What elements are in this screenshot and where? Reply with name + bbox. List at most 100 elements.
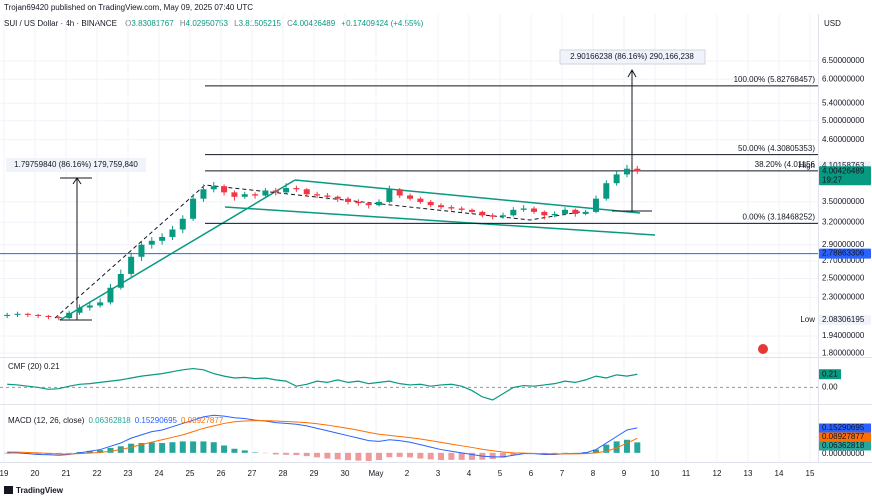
candle-body bbox=[438, 205, 445, 208]
candle-body bbox=[45, 315, 52, 318]
candle-body bbox=[66, 312, 73, 319]
candle-body bbox=[500, 215, 507, 217]
low-price-box bbox=[819, 314, 871, 325]
y-tick-label: 5.40000000 bbox=[822, 98, 865, 107]
candle-body bbox=[252, 194, 259, 196]
x-tick-label: 2 bbox=[405, 469, 410, 478]
channel-upper bbox=[294, 179, 641, 214]
candle-body bbox=[86, 305, 93, 308]
x-tick-label: 26 bbox=[217, 469, 226, 478]
ohlc-key: H bbox=[180, 19, 186, 28]
ohlc-key: C bbox=[287, 19, 293, 28]
ohlc-value: 3.83081767 bbox=[131, 19, 174, 28]
event-icon[interactable] bbox=[758, 344, 768, 354]
candle-body bbox=[35, 314, 42, 316]
trend-line bbox=[59, 179, 296, 321]
channel-lower bbox=[224, 206, 656, 236]
candle-body bbox=[613, 174, 620, 184]
candle-body bbox=[572, 209, 579, 214]
candle-body bbox=[24, 313, 31, 315]
y-tick-label: 5.00000000 bbox=[822, 116, 865, 125]
y-tick-label: 3.50000000 bbox=[822, 197, 865, 206]
candle-body bbox=[541, 211, 548, 216]
candle-body bbox=[510, 209, 517, 216]
footer: TradingView bbox=[16, 486, 64, 495]
x-tick-label: 28 bbox=[279, 469, 288, 478]
published: Trojan69420 published on TradingView.com… bbox=[4, 3, 253, 12]
cmf-line bbox=[7, 367, 638, 401]
x-tick-label: 14 bbox=[775, 469, 784, 478]
y-tick-label: 4.60000000 bbox=[822, 135, 865, 144]
macd-histogram-bar bbox=[128, 443, 135, 453]
y-tick-label: 2.50000000 bbox=[822, 274, 865, 283]
macd-legend-item: MACD (12, 26, close) bbox=[8, 416, 85, 425]
macd-histogram-bar bbox=[345, 452, 352, 461]
macd-histogram-bar bbox=[190, 441, 197, 453]
macd-legend-item: 0.15290695 bbox=[135, 416, 178, 425]
cmf-last-box bbox=[819, 369, 841, 380]
macd-histogram-bar bbox=[272, 452, 279, 455]
x-tick-label: 23 bbox=[124, 469, 133, 478]
ohlc-value: 4.02950753 bbox=[186, 19, 229, 28]
fib-label: 50.00% (4.30805353) bbox=[738, 144, 815, 153]
symbol: SUI / US Dollar · 4h · BINANCE bbox=[4, 19, 117, 28]
x-tick-label: 8 bbox=[591, 469, 596, 478]
y-tick-label: 6.00000000 bbox=[822, 74, 865, 83]
candle-body bbox=[241, 194, 248, 197]
x-tick-label: May bbox=[368, 469, 383, 478]
macd-histogram-bar bbox=[169, 442, 176, 453]
macd-histogram-bar bbox=[97, 450, 104, 453]
y-tick-label: 2.90000000 bbox=[822, 240, 865, 249]
candle-body bbox=[231, 192, 238, 197]
candle-body bbox=[210, 186, 217, 190]
currency: USD bbox=[824, 19, 841, 28]
y-tick-label: 2.30000000 bbox=[822, 293, 865, 302]
candle-body bbox=[4, 314, 11, 316]
macd-histogram-bar bbox=[500, 452, 507, 458]
x-tick-label: 20 bbox=[31, 469, 40, 478]
candle-body bbox=[355, 201, 362, 204]
candle-body bbox=[334, 196, 341, 199]
candle-body bbox=[365, 203, 372, 206]
candle-body bbox=[200, 189, 207, 199]
x-tick-label: 24 bbox=[155, 469, 164, 478]
macd-histogram-bar bbox=[200, 441, 207, 453]
ohlc-key: L bbox=[234, 19, 239, 28]
macd-histogram-bar bbox=[293, 452, 300, 456]
macd-last-box bbox=[819, 432, 871, 442]
x-tick-label: 25 bbox=[186, 469, 195, 478]
arrow-head bbox=[72, 177, 82, 185]
candle-body bbox=[148, 240, 155, 245]
high-price: 4.10158763 bbox=[822, 161, 865, 170]
macd-histogram-bar bbox=[489, 452, 496, 460]
candle-body bbox=[458, 208, 465, 210]
candle-body bbox=[324, 195, 331, 197]
last-price-countdown: 19:27 bbox=[822, 175, 843, 184]
candle-body bbox=[303, 189, 310, 195]
macd-histogram-bar bbox=[396, 452, 403, 457]
macd-histogram-bar bbox=[303, 452, 310, 457]
cmf-name: CMF (20) bbox=[8, 362, 42, 371]
candle-body bbox=[190, 198, 197, 219]
macd-histogram-bar bbox=[407, 452, 414, 458]
measure-label: 2.90166238 (86.16%) 290,166,238 bbox=[570, 52, 694, 61]
macd-histogram-bar bbox=[355, 452, 362, 461]
candle-body bbox=[407, 195, 414, 199]
x-tick-label: 22 bbox=[93, 469, 102, 478]
y-tick-label: 6.50000000 bbox=[822, 56, 865, 65]
x-tick-label: 12 bbox=[713, 469, 722, 478]
macd-histogram-bar bbox=[107, 447, 114, 453]
x-tick-label: 19 bbox=[0, 469, 9, 478]
macd-histogram-bar bbox=[469, 452, 476, 460]
measure-label: 1.79759840 (86.16%) 179,759,840 bbox=[14, 160, 138, 169]
x-tick-label: 15 bbox=[806, 469, 815, 478]
macd-histogram-bar bbox=[510, 452, 517, 456]
macd-histogram-bar bbox=[159, 443, 166, 453]
y-tick-label: 0.00 bbox=[822, 383, 838, 392]
macd-histogram-bar bbox=[241, 450, 248, 453]
candle-body bbox=[561, 209, 568, 214]
macd-histogram-bar bbox=[365, 452, 372, 461]
candle-body bbox=[530, 208, 537, 212]
candle-body bbox=[97, 302, 104, 306]
